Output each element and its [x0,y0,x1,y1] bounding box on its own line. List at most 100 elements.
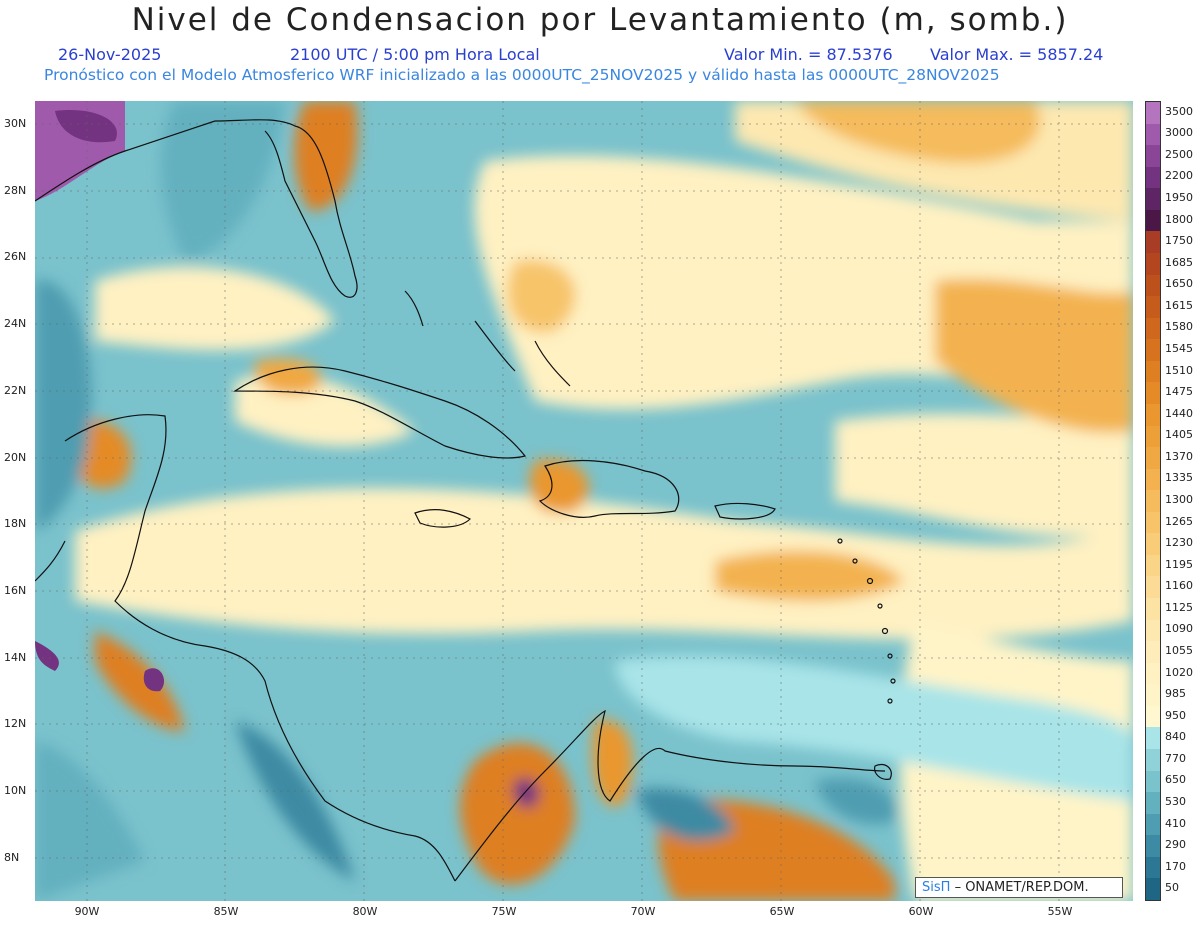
lon-tick-label: 90W [74,905,100,918]
lat-tick-label: 28N [4,183,27,197]
legend-swatch [1146,835,1160,858]
legend-label: 650 [1165,773,1186,787]
legend-swatch [1146,447,1160,470]
lat-tick-label: 10N [4,784,27,797]
legend-label: 985 [1165,687,1186,701]
lon-tick-label: 65W [769,905,795,918]
min-value: Valor Min. = 87.5376 [724,45,893,64]
legend-label: 770 [1165,751,1186,765]
lat-tick-label: 16N [4,583,27,597]
legend-swatch [1146,188,1160,211]
legend-label: 50 [1165,881,1179,895]
lat-tick-label: 30N [4,117,27,130]
legend-swatch [1146,382,1160,405]
legend-swatch [1146,749,1160,772]
legend-label: 1370 [1165,449,1193,463]
legend-swatch [1146,123,1160,146]
legend-label: 1405 [1165,428,1193,442]
graticule [35,101,1133,901]
legend-swatch [1146,252,1160,276]
legend-label: 1475 [1165,385,1193,399]
legend-swatch [1146,813,1160,836]
lon-tick-label: 55W [1047,905,1073,918]
legend-swatch [1146,684,1160,707]
color-legend [1145,101,1161,901]
legend-label: 1545 [1165,342,1193,356]
map-title: Nivel de Condensacion por Levantamiento … [131,2,1069,38]
legend-swatch [1146,554,1160,577]
lat-tick-label: 14N [4,650,27,664]
legend-swatch [1146,360,1160,383]
legend-label: 1580 [1165,320,1193,334]
lon-tick-label: 80W [352,905,378,918]
legend-label: 410 [1165,816,1186,830]
legend-swatch [1146,705,1160,728]
legend-swatch [1146,209,1160,232]
legend-label: 1800 [1165,212,1193,226]
lat-tick-label: 8N [4,850,20,864]
legend-swatch [1146,641,1160,664]
legend-swatch [1146,145,1160,168]
legend-swatch [1146,598,1160,621]
lon-tick-label: 85W [213,905,239,918]
legend-swatch [1146,511,1160,534]
lat-tick-label: 24N [4,317,27,331]
lon-tick-label: 70W [630,905,656,918]
credit-text: – ONAMET/REP.DOM. [954,880,1089,895]
lat-tick-label: 18N [4,517,27,531]
lcl-map [35,101,1133,901]
legend-label: 1335 [1165,471,1193,485]
legend-swatch [1146,166,1160,189]
legend-label: 1950 [1165,191,1193,205]
legend-label: 3500 [1165,104,1193,118]
legend-label: 950 [1165,708,1186,722]
legend-swatch [1146,490,1160,513]
forecast-time: 2100 UTC / 5:00 pm Hora Local [290,45,540,64]
legend-swatch [1146,317,1160,340]
coastlines [35,119,896,882]
legend-label: 1300 [1165,493,1193,506]
legend-swatch [1146,425,1160,448]
legend-label: 1265 [1165,514,1193,528]
legend-swatch [1146,102,1160,125]
legend-label: 840 [1165,730,1186,744]
sispi-logo: SisΠ [922,880,951,895]
legend-label: 1195 [1165,557,1193,571]
lat-tick-label: 26N [4,250,27,264]
max-value: Valor Max. = 5857.24 [930,45,1104,64]
legend-label: 1650 [1165,277,1193,291]
legend-swatch [1146,619,1160,642]
lat-tick-label: 20N [4,450,27,464]
legend-label: 2500 [1165,147,1193,161]
legend-swatch [1146,296,1160,319]
lon-tick-label: 60W [908,905,934,918]
legend-label: 1510 [1165,363,1193,377]
legend-label: 1440 [1165,406,1193,420]
lat-tick-label: 12N [4,717,27,731]
legend-swatch [1146,339,1160,362]
legend-swatch [1146,662,1160,685]
legend-label: 290 [1165,838,1186,852]
legend-swatch [1146,856,1160,879]
legend-label: 1125 [1165,600,1193,614]
legend-label: 1615 [1165,298,1193,312]
legend-label: 170 [1165,859,1186,873]
model-subtitle: Pronóstico con el Modelo Atmosferico WRF… [44,66,1000,84]
legend-swatch [1146,274,1160,297]
lon-tick-label: 75W [491,905,517,918]
legend-swatch [1146,403,1160,426]
legend-label: 3000 [1165,126,1193,140]
legend-swatch [1146,533,1160,556]
legend-swatch [1146,231,1160,254]
lcl-shading [35,101,1133,901]
legend-swatch [1146,792,1160,815]
legend-label: 1020 [1165,665,1193,679]
legend-label: 2200 [1165,169,1193,183]
legend-swatch [1146,878,1160,901]
legend-label: 1750 [1165,234,1193,248]
credit-box: SisΠ – ONAMET/REP.DOM. [915,877,1123,898]
legend-label: 1090 [1165,622,1193,636]
legend-label: 530 [1165,794,1186,808]
legend-label: 1160 [1165,579,1193,593]
legend-label: 1230 [1165,536,1193,550]
